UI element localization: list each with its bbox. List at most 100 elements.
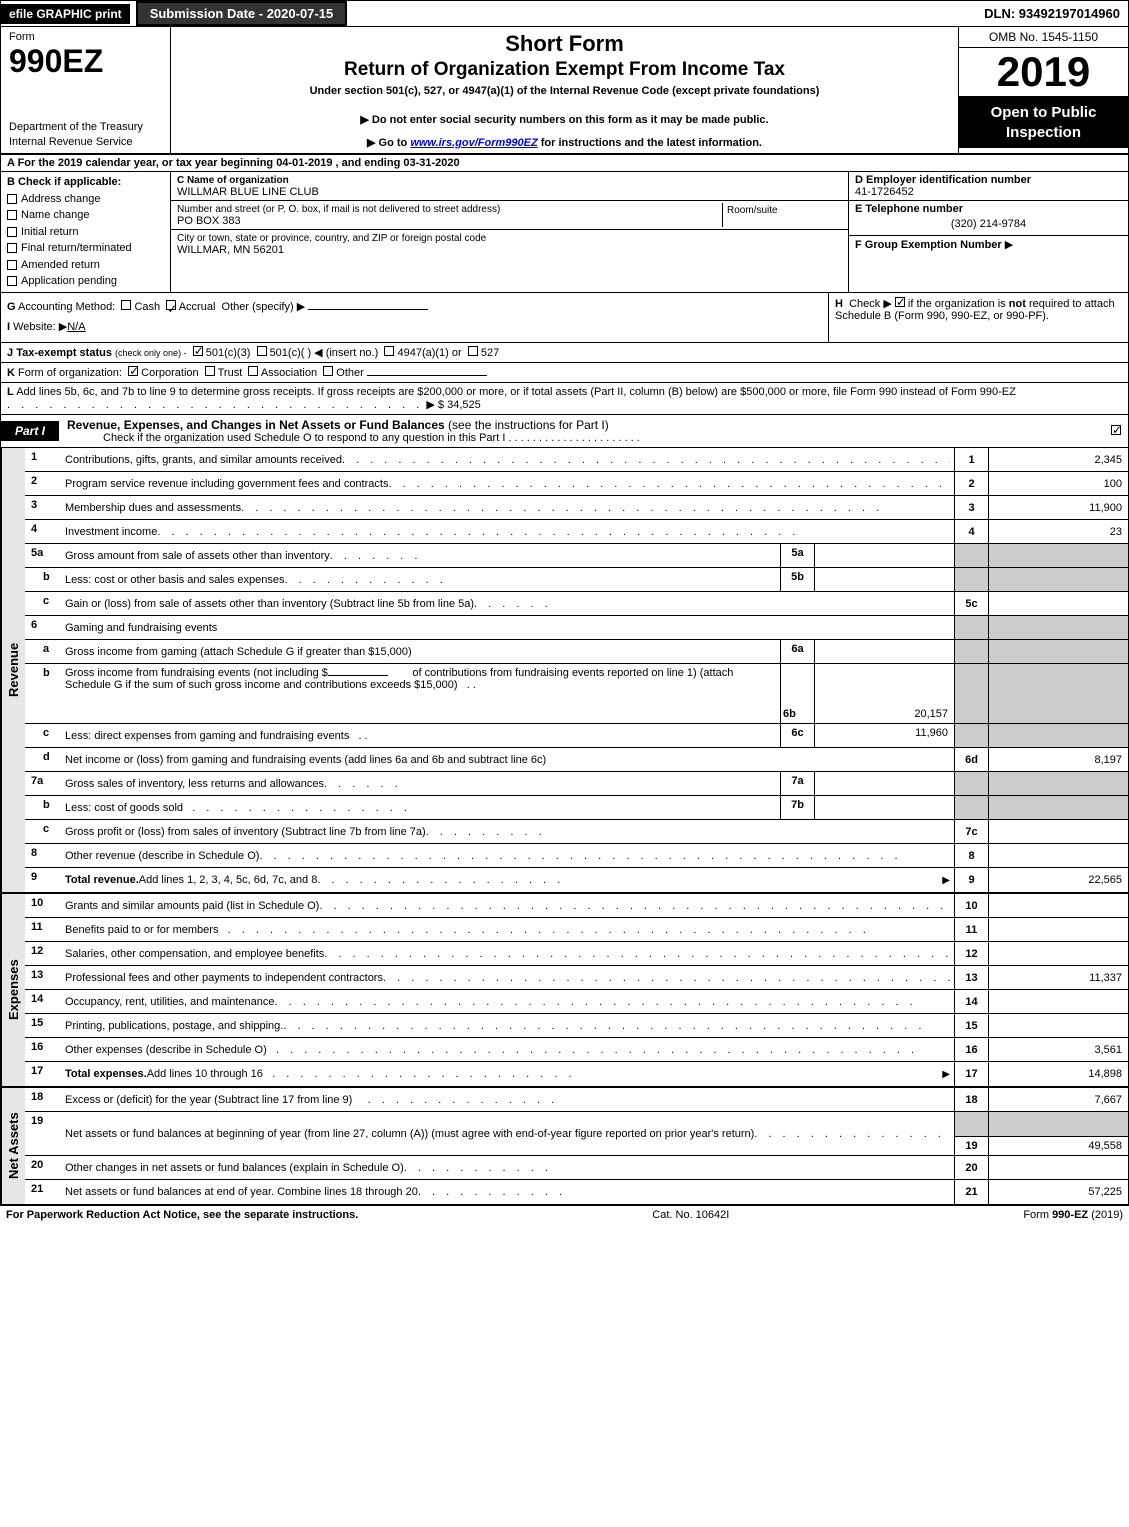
k-opt-1: Trust <box>218 367 243 379</box>
checkbox-accrual[interactable] <box>166 300 176 310</box>
checkbox-initial-return[interactable] <box>7 227 17 237</box>
checkbox-part1-scheduleo[interactable] <box>1111 425 1121 435</box>
line-6c-val-shaded <box>988 724 1128 747</box>
line-18-num: 18 <box>25 1088 65 1111</box>
line-8-val <box>988 844 1128 867</box>
topbar-left: efile GRAPHIC print Submission Date - 20… <box>1 1 347 26</box>
checkbox-501c[interactable] <box>257 346 267 356</box>
line-6b: b Gross income from fundraising events (… <box>25 664 1128 724</box>
phone-val: (320) 214-9784 <box>855 215 1122 233</box>
gi-left: G Accounting Method: Cash Accrual Other … <box>1 293 828 343</box>
gi-block: G Accounting Method: Cash Accrual Other … <box>1 293 1128 344</box>
city-lbl: City or town, state or province, country… <box>177 233 486 244</box>
goto-irs: ▶ Go to www.irs.gov/Form990EZ for instru… <box>179 136 950 149</box>
netassets-vtab: Net Assets <box>1 1088 25 1204</box>
dln-label: DLN: 93492197014960 <box>976 3 1128 24</box>
checkbox-cash[interactable] <box>121 300 131 310</box>
line-9-col: 9 <box>954 868 988 892</box>
revenue-body: 1 Contributions, gifts, grants, and simi… <box>25 448 1128 892</box>
line-6-col-shaded <box>954 616 988 639</box>
line-6b-sub: 6b <box>780 664 814 723</box>
b-opt-1: Name change <box>21 207 90 224</box>
checkbox-trust[interactable] <box>205 366 215 376</box>
line-4-desc: Investment income <box>65 526 157 538</box>
checkbox-amended-return[interactable] <box>7 260 17 270</box>
line-21-col: 21 <box>954 1180 988 1204</box>
f-arrow: ▶ <box>1005 239 1013 251</box>
line-7a-num: 7a <box>25 772 65 795</box>
line-6-num: 6 <box>25 616 65 639</box>
section-b: B Check if applicable: Address change Na… <box>1 172 171 292</box>
checkbox-527[interactable] <box>468 346 478 356</box>
line-2: 2 Program service revenue including gove… <box>25 472 1128 496</box>
line-17-arrow: ▶ <box>942 1069 950 1080</box>
h-text: Check ▶ <box>849 298 892 310</box>
line-5a-sub: 5a <box>780 544 814 567</box>
dots: . . . . . . . . . . . . . . . . . . . . … <box>241 502 950 514</box>
goto-prefix: ▶ Go to <box>367 137 410 149</box>
line-15: 15 Printing, publications, postage, and … <box>25 1014 1128 1038</box>
expenses-vtab: Expenses <box>1 894 25 1086</box>
line-7b-val-shaded <box>988 796 1128 819</box>
l-text: Add lines 5b, 6c, and 7b to line 9 to de… <box>16 386 1016 398</box>
line-7c-val <box>988 820 1128 843</box>
line-6b-col-shaded <box>954 664 988 723</box>
line-5a-subval <box>814 544 954 567</box>
l-val: 34,525 <box>447 399 481 411</box>
ein-box: D Employer identification number 41-1726… <box>849 172 1128 201</box>
line-a-tax-year: A For the 2019 calendar year, or tax yea… <box>1 155 1128 172</box>
checkbox-application-pending[interactable] <box>7 276 17 286</box>
line-8-desc: Other revenue (describe in Schedule O) <box>65 850 259 862</box>
dots: . . . . . . . . . . . . . . . . . . . . … <box>228 924 950 936</box>
irs-link[interactable]: www.irs.gov/Form990EZ <box>410 137 537 149</box>
line-7b: b Less: cost of goods sold . . . . . . .… <box>25 796 1128 820</box>
line-12-desc: Salaries, other compensation, and employ… <box>65 948 324 960</box>
checkbox-k-other[interactable] <box>323 366 333 376</box>
checkbox-assoc[interactable] <box>248 366 258 376</box>
line-7a-desc: Gross sales of inventory, less returns a… <box>65 778 324 790</box>
footer-right-post: (2019) <box>1088 1209 1123 1221</box>
checkbox-final-return[interactable] <box>7 243 17 253</box>
line-2-num: 2 <box>25 472 65 495</box>
line-14-num: 14 <box>25 990 65 1013</box>
form-label: Form <box>9 31 162 43</box>
line-6a-sub: 6a <box>780 640 814 663</box>
part1-sub-text: Check if the organization used Schedule … <box>103 432 505 444</box>
line-7c-num: c <box>25 820 65 843</box>
line-6d-desc: Net income or (loss) from gaming and fun… <box>65 754 546 766</box>
line-1: 1 Contributions, gifts, grants, and simi… <box>25 448 1128 472</box>
line-10-num: 10 <box>25 894 65 917</box>
dots: . . . . . . . . . . . . . . . . . . . . … <box>283 1020 950 1032</box>
addr-val: PO BOX 383 <box>177 215 241 227</box>
checkbox-4947[interactable] <box>384 346 394 356</box>
checkbox-h[interactable] <box>895 297 905 307</box>
checkbox-name-change[interactable] <box>7 210 17 220</box>
addr-lbl: Number and street (or P. O. box, if mail… <box>177 204 500 215</box>
c-label: C <box>177 175 184 186</box>
line-17-val: 14,898 <box>988 1062 1128 1086</box>
efile-print-button[interactable]: efile GRAPHIC print <box>1 4 130 24</box>
open-to-public: Open to Public Inspection <box>959 97 1128 148</box>
checkbox-address-change[interactable] <box>7 194 17 204</box>
checkbox-501c3[interactable] <box>193 346 203 356</box>
part1-title-paren: (see the instructions for Part I) <box>445 418 609 432</box>
line-8-col: 8 <box>954 844 988 867</box>
h-label: H <box>835 298 843 310</box>
line-5b-col-shaded <box>954 568 988 591</box>
line-21-val: 57,225 <box>988 1180 1128 1204</box>
line-12-val <box>988 942 1128 965</box>
j-opt-3: 527 <box>481 347 499 359</box>
group-exempt-box: F Group Exemption Number ▶ <box>849 236 1128 253</box>
f-lbl: Group Exemption Number <box>865 239 1002 251</box>
j-opt-2: 4947(a)(1) or <box>397 347 461 359</box>
checkbox-corp[interactable] <box>128 366 138 376</box>
line-7c: c Gross profit or (loss) from sales of i… <box>25 820 1128 844</box>
form-container: efile GRAPHIC print Submission Date - 20… <box>0 0 1129 1206</box>
line-9-desc: Total revenue. <box>65 874 139 886</box>
line-12: 12 Salaries, other compensation, and emp… <box>25 942 1128 966</box>
line-4-num: 4 <box>25 520 65 543</box>
line-6a-val-shaded <box>988 640 1128 663</box>
line-14-desc: Occupancy, rent, utilities, and maintena… <box>65 996 275 1008</box>
dots: . . <box>467 679 476 691</box>
dots: . . . . . . . . . . . . . . . . . . . . … <box>276 1044 950 1056</box>
